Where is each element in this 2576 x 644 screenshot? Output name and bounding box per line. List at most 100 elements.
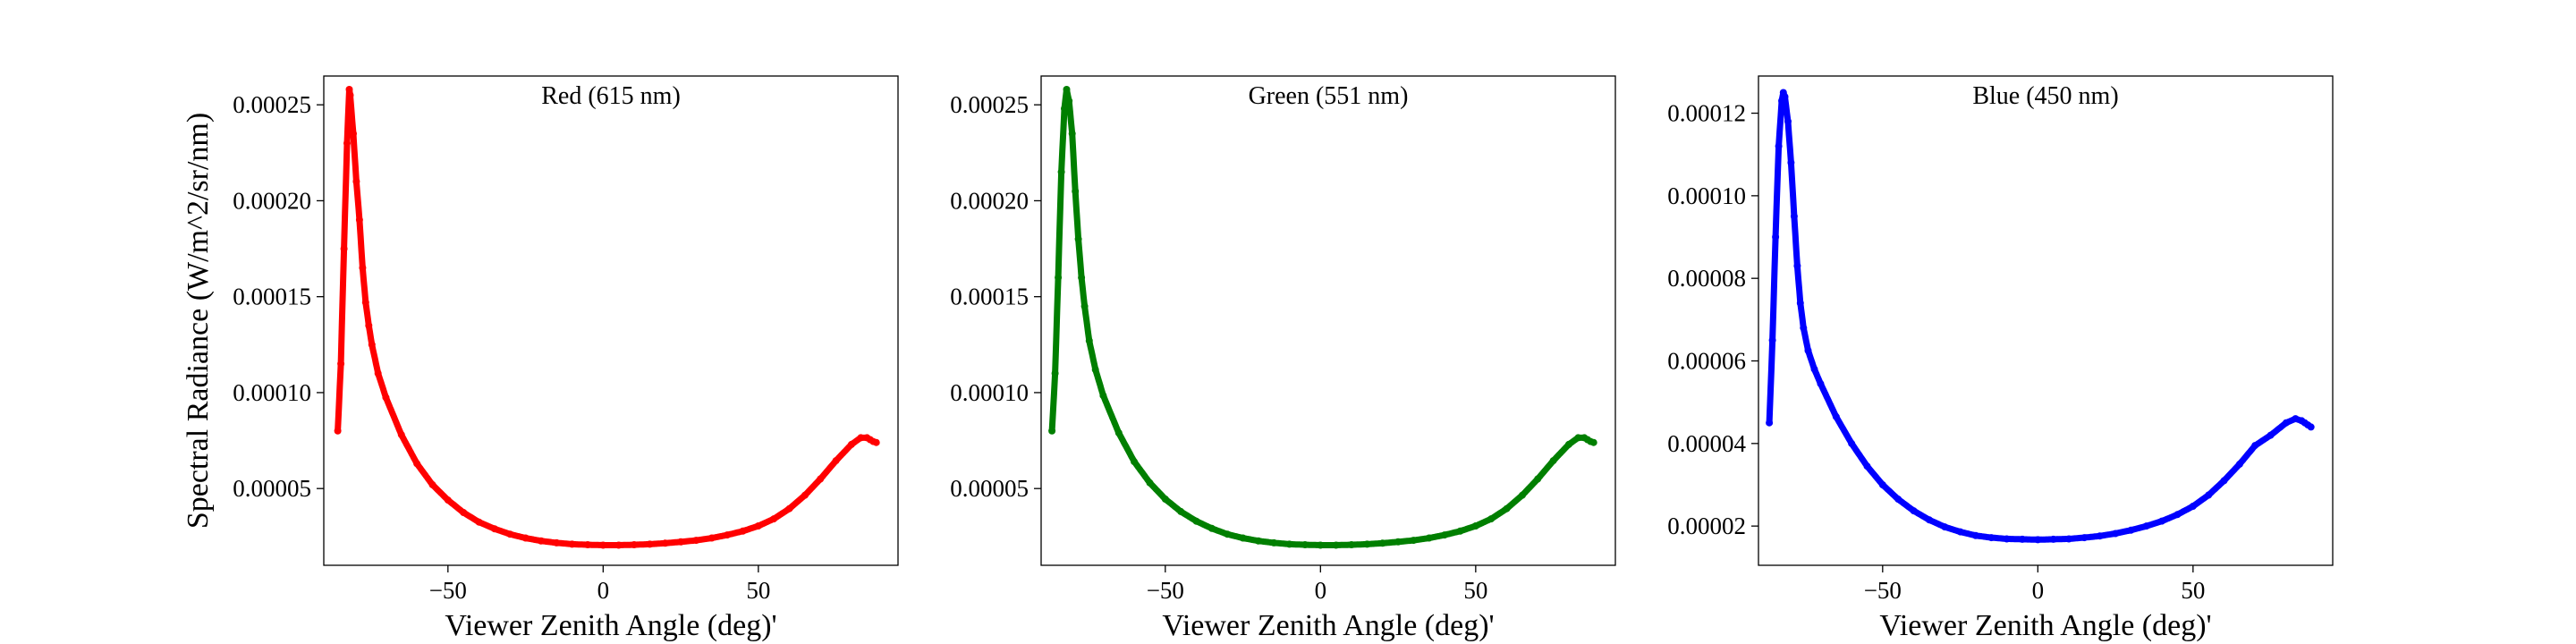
data-point: [832, 457, 840, 465]
data-point: [334, 427, 342, 435]
data-point: [1065, 97, 1073, 105]
data-point: [2307, 423, 2315, 431]
data-point: [1503, 504, 1511, 513]
panel-title: Red (615 nm): [541, 82, 681, 110]
y-tick-label: 0.00015: [950, 284, 1029, 310]
data-point: [770, 515, 778, 523]
x-tick-label: −50: [1147, 577, 1184, 604]
data-point: [1894, 496, 1902, 504]
data-point: [355, 216, 363, 224]
x-axis-label: Viewer Zenith Angle (deg)': [1162, 609, 1494, 642]
data-point: [1471, 522, 1479, 530]
data-point: [1796, 299, 1804, 307]
data-point: [346, 91, 354, 99]
data-point: [1987, 534, 1996, 542]
data-point: [1348, 541, 1355, 548]
x-tick-label: −50: [1864, 577, 1902, 604]
data-point: [340, 245, 348, 253]
data-point: [1768, 336, 1776, 344]
data-point: [1394, 538, 1402, 546]
data-point: [1161, 496, 1169, 503]
data-point: [1099, 392, 1107, 400]
data-point: [1772, 233, 1780, 241]
data-point: [1048, 427, 1056, 435]
data-curve: [334, 86, 880, 549]
data-point: [599, 541, 607, 549]
data-point: [374, 369, 382, 377]
data-point: [397, 431, 405, 439]
data-point: [692, 537, 700, 545]
data-point: [345, 86, 353, 93]
plot-frame: [323, 75, 899, 566]
data-point: [1910, 507, 1918, 515]
data-point: [1787, 158, 1795, 166]
plot-frame: [1758, 75, 2334, 566]
plot-frame: [1040, 75, 1616, 566]
data-point: [1177, 507, 1185, 515]
data-point: [1061, 105, 1068, 113]
data-point: [1589, 438, 1597, 446]
data-point: [352, 178, 360, 185]
data-point: [361, 299, 369, 307]
data-point: [661, 539, 669, 547]
data-point: [872, 438, 880, 446]
data-point: [343, 140, 351, 148]
data-line: [1766, 89, 2315, 543]
data-point: [475, 518, 483, 526]
data-point: [1091, 366, 1099, 374]
data-point: [359, 264, 367, 272]
data-point: [2174, 511, 2182, 519]
data-point: [568, 540, 576, 548]
data-point: [1925, 516, 1933, 524]
data-point: [1781, 93, 1789, 101]
data-point: [1534, 475, 1542, 483]
data-point: [428, 480, 436, 488]
data-point: [1239, 534, 1247, 542]
data-point: [444, 496, 452, 504]
data-point: [646, 540, 654, 548]
data-point: [1410, 537, 1418, 545]
x-tick-label: 0: [597, 577, 610, 604]
data-line: [335, 86, 880, 548]
data-curve: [1048, 86, 1597, 549]
data-point: [1057, 168, 1065, 176]
y-tick-label: 0.00002: [1667, 513, 1746, 539]
y-tick-label: 0.00010: [950, 379, 1029, 406]
y-tick-label: 0.00012: [1667, 100, 1746, 127]
y-tick-label: 0.00010: [1667, 182, 1746, 209]
data-point: [584, 541, 591, 548]
data-point: [1363, 540, 1371, 548]
data-point: [1317, 541, 1325, 549]
x-tick-label: 0: [2032, 577, 2045, 604]
data-point: [1766, 419, 1774, 427]
data-point: [2034, 536, 2042, 544]
data-point: [1301, 541, 1309, 548]
data-point: [1425, 534, 1433, 542]
data-point: [537, 537, 545, 545]
data-point: [460, 509, 468, 516]
data-point: [754, 522, 762, 530]
y-tick-label: 0.00015: [233, 284, 311, 310]
panel-red: −50 0 50 0.00005 0.00010 0.00015 0.00020 0.0002…: [182, 75, 899, 642]
data-point: [2065, 535, 2072, 543]
data-point: [2251, 442, 2259, 450]
y-tick-label: 0.00005: [950, 475, 1029, 502]
data-point: [1832, 412, 1840, 420]
data-point: [1085, 337, 1093, 344]
y-tick-label: 0.00025: [950, 91, 1029, 118]
data-point: [817, 475, 825, 483]
data-point: [1068, 130, 1076, 138]
data-point: [724, 531, 732, 539]
data-point: [1285, 540, 1293, 548]
panel-title: Green (551 nm): [1249, 82, 1409, 110]
y-tick-label: 0.00010: [233, 379, 311, 406]
data-point: [2080, 534, 2089, 542]
y-tick-label: 0.00020: [233, 187, 311, 214]
data-point: [2189, 503, 2197, 510]
data-point: [2142, 522, 2150, 530]
y-tick-label: 0.00004: [1667, 430, 1746, 457]
data-point: [739, 527, 747, 535]
data-point: [553, 538, 561, 547]
data-point: [1574, 434, 1582, 442]
data-point: [1549, 457, 1557, 465]
